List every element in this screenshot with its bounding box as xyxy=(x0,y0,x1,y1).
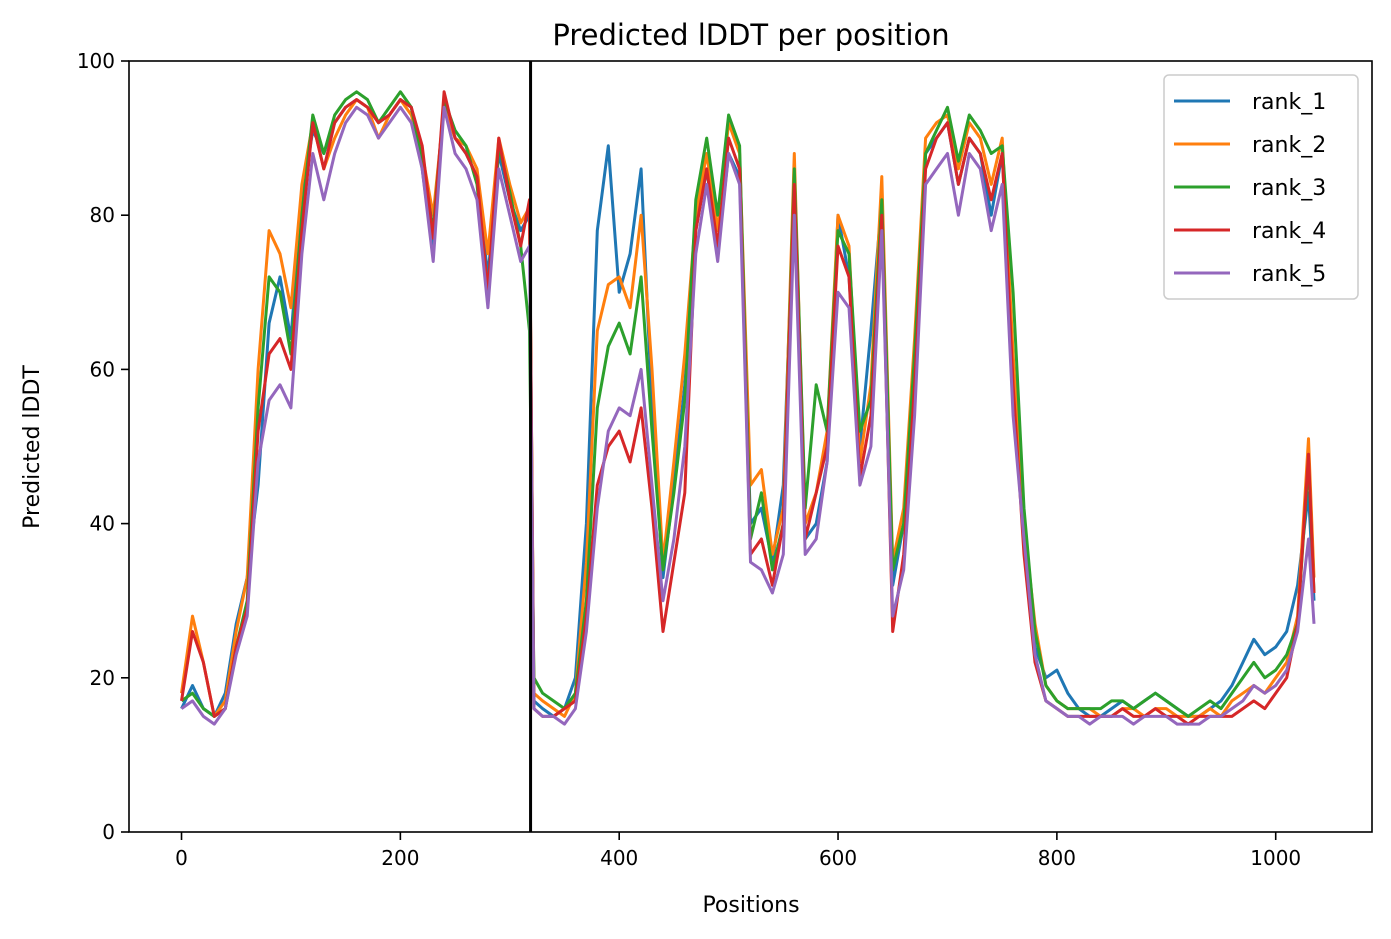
series-line-rank_5 xyxy=(180,105,1316,726)
legend-box xyxy=(1163,74,1359,300)
legend-label: rank_5 xyxy=(1252,262,1326,287)
x-tick-label: 1000 xyxy=(1250,846,1301,870)
y-tick-label: 60 xyxy=(90,357,115,381)
legend-label: rank_2 xyxy=(1252,133,1326,158)
y-tick-label: 80 xyxy=(90,203,115,227)
series-line-rank_4 xyxy=(180,90,1316,726)
x-tick-label: 400 xyxy=(600,846,638,870)
y-tick-label: 100 xyxy=(77,49,115,73)
legend: rank_1 rank_2 rank_3 rank_4 rank_5 xyxy=(1163,74,1359,300)
x-axis-ticks: 0 200 400 600 800 1000 xyxy=(175,832,1301,870)
x-tick-label: 600 xyxy=(819,846,857,870)
plot-area xyxy=(180,61,1316,832)
x-tick-label: 200 xyxy=(381,846,419,870)
x-tick-label: 800 xyxy=(1038,846,1076,870)
plot-frame xyxy=(128,60,1373,833)
x-tick-label: 0 xyxy=(175,846,188,870)
y-axis-ticks: 0 20 40 60 80 100 xyxy=(77,49,129,844)
y-tick-label: 40 xyxy=(90,512,115,536)
legend-label: rank_1 xyxy=(1252,90,1326,115)
y-tick-label: 0 xyxy=(102,820,115,844)
chart-title: Predicted lDDT per position xyxy=(552,18,949,52)
y-axis-label: Predicted lDDT xyxy=(20,365,45,529)
y-tick-label: 20 xyxy=(90,666,115,690)
x-axis-label: Positions xyxy=(702,893,799,918)
legend-label: rank_3 xyxy=(1252,176,1326,201)
legend-label: rank_4 xyxy=(1252,219,1326,244)
